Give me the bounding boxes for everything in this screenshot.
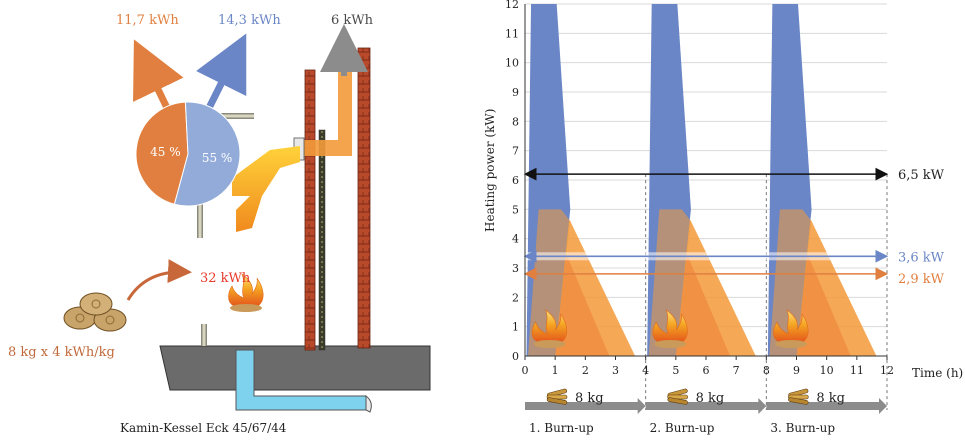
flue-pipe: [300, 72, 352, 156]
stove-diagram: 45 % 55 % 11,7 kWh 14,3 kWh 6 kWh 32 kWh …: [8, 13, 431, 435]
x-tick-label: 7: [733, 364, 740, 377]
output-label-blue: 14,3 kWh: [218, 13, 281, 28]
output-label-grey: 6 kWh: [331, 13, 374, 28]
fuel-label: 8 kg: [696, 391, 725, 406]
stove-caption: Kamin-Kessel Eck 45/67/44: [120, 421, 287, 435]
orange-overlay: [648, 209, 691, 356]
wood-logs-icon: [63, 292, 127, 332]
x-tick-label: 11: [850, 364, 864, 377]
pie-slice: [135, 101, 189, 205]
wood-logs-icon: [667, 388, 688, 405]
y-tick-label: 2: [512, 291, 519, 304]
output-label-orange: 11,7 kWh: [116, 13, 179, 28]
chimney-wall: [357, 47, 371, 349]
pie-slice: [173, 101, 241, 207]
x-tick-label: 4: [642, 364, 649, 377]
y-tick-label: 5: [512, 203, 519, 216]
average-label: 2,9 kW: [898, 272, 945, 287]
x-tick-label: 6: [703, 364, 710, 377]
cycle-label: 2. Burn-up: [650, 421, 715, 435]
x-tick-label: 2: [582, 364, 589, 377]
orange-overlay: [769, 209, 812, 356]
y-tick-label: 8: [512, 115, 519, 128]
cycle-label: 3. Burn-up: [770, 421, 835, 435]
y-tick-label: 11: [505, 27, 519, 40]
x-tick-label: 12: [880, 364, 894, 377]
x-tick-label: 5: [672, 364, 679, 377]
fuel-label: 8 kg: [575, 391, 604, 406]
wood-logs-icon: [788, 388, 809, 405]
y-tick-label: 6: [512, 174, 519, 187]
x-tick-label: 1: [552, 364, 559, 377]
wood-input-label: 8 kg x 4 kWh/kg: [8, 345, 115, 360]
y-tick-label: 7: [512, 145, 519, 158]
orange-output-arrow: [133, 39, 184, 112]
x-tick-label: 0: [522, 364, 529, 377]
y-tick-label: 9: [512, 86, 519, 99]
x-tick-label: 9: [793, 364, 800, 377]
chimney-icon: [304, 69, 316, 351]
y-tick-label: 0: [512, 350, 519, 363]
y-axis-label: Heating power (kW): [483, 109, 497, 232]
blue-output-arrow: [196, 33, 247, 112]
average-label: 6,5 kW: [898, 168, 945, 183]
y-tick-label: 3: [512, 262, 519, 275]
input-arrow: [126, 259, 192, 301]
y-tick-label: 12: [505, 0, 519, 11]
y-tick-label: 1: [512, 321, 519, 334]
y-tick-label: 4: [512, 233, 519, 246]
fuel-label: 8 kg: [816, 391, 845, 406]
x-tick-label: 3: [612, 364, 619, 377]
x-axis-label: Time (h): [912, 366, 963, 380]
y-tick-label: 10: [505, 57, 519, 70]
pie-chart-icon: 45 % 55 %: [135, 101, 241, 207]
pie-slice-label: 45 %: [150, 145, 181, 159]
x-tick-label: 8: [763, 364, 770, 377]
pipe-icon: [365, 394, 372, 413]
fire-energy-label: 32 kWh: [200, 271, 251, 286]
orange-overlay: [528, 209, 571, 356]
x-tick-label: 10: [820, 364, 834, 377]
cycle-label: 1. Burn-up: [529, 421, 594, 435]
chimney-lining: [318, 129, 326, 351]
wood-logs-icon: [546, 388, 568, 405]
hot-gas-flow: [232, 146, 300, 232]
average-label: 3,6 kW: [898, 250, 945, 265]
floor-slab: [159, 345, 431, 391]
pie-slice-label: 55 %: [202, 151, 233, 165]
